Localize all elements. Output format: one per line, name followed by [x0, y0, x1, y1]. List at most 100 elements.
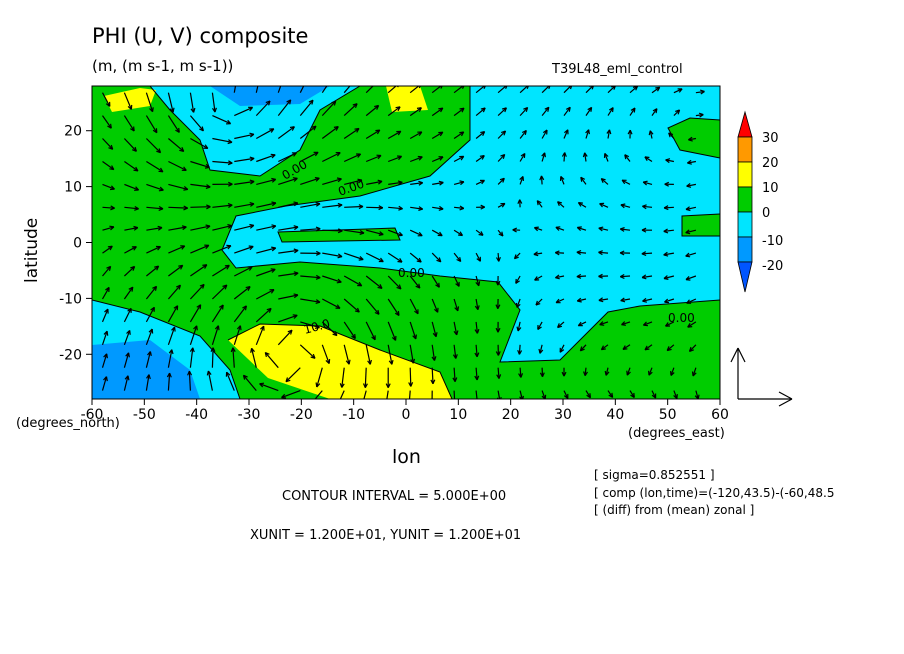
wind-vector	[585, 106, 593, 116]
wind-vector	[322, 252, 343, 259]
wind-vector	[189, 115, 204, 132]
wind-vector	[495, 275, 501, 286]
contour-interval-text: CONTOUR INTERVAL = 5.000E+00	[282, 489, 507, 504]
wind-vector	[123, 307, 132, 323]
x-tick-label: -20	[290, 407, 313, 423]
y-tick-label: 0	[73, 236, 82, 252]
wind-vector	[475, 252, 481, 262]
wind-vector	[476, 204, 485, 210]
wind-vector	[343, 321, 356, 340]
wind-vector	[600, 344, 609, 351]
field-yellow-south	[228, 324, 452, 399]
colorbar: 30 20 10 0 -10 -20	[737, 110, 783, 293]
wind-vector	[519, 86, 529, 94]
wind-vector	[688, 136, 697, 142]
wind-vector	[663, 205, 674, 211]
x-tick-label: 10	[449, 407, 467, 423]
wind-vector	[515, 275, 521, 284]
wind-vector	[146, 245, 161, 254]
wind-vector	[519, 129, 527, 139]
wind-vector	[663, 251, 675, 257]
wind-vector	[599, 202, 609, 208]
wind-vector	[234, 223, 255, 231]
wind-vector	[387, 155, 403, 163]
colorbar-segment	[737, 211, 753, 238]
wind-vector	[212, 181, 233, 187]
wind-vector	[343, 344, 351, 365]
wind-vector	[519, 106, 529, 117]
wind-vector	[648, 130, 654, 139]
wind-vector	[234, 106, 254, 117]
chart-units: (m, (m s-1, m s-1))	[92, 57, 234, 75]
wind-vector	[620, 297, 631, 303]
wind-vector	[431, 344, 437, 361]
wind-vector	[256, 177, 277, 185]
wind-vector	[322, 177, 342, 185]
wind-vector	[344, 204, 364, 210]
wind-vector	[453, 155, 465, 163]
wind-vector	[517, 344, 523, 355]
wind-vector	[321, 126, 339, 139]
wind-vector	[409, 86, 421, 94]
wind-vector	[189, 347, 195, 368]
wind-vector	[255, 86, 259, 93]
wind-vector	[146, 160, 164, 173]
wind-vector	[189, 283, 205, 300]
wind-vector	[124, 183, 140, 191]
wind-vector	[124, 246, 137, 254]
wind-vector	[166, 372, 172, 391]
wind-vector	[598, 297, 609, 303]
wind-vector	[278, 177, 298, 185]
wind-vector	[212, 160, 233, 166]
wind-vector	[189, 325, 198, 345]
wind-vector	[576, 273, 587, 279]
wind-vector	[496, 390, 502, 399]
wind-vector	[673, 390, 678, 399]
wind-vector	[453, 321, 459, 336]
wind-vector	[300, 201, 321, 208]
wind-vector	[233, 305, 247, 323]
wind-vector	[536, 200, 543, 208]
wind-vector	[168, 205, 188, 211]
wind-vector	[225, 371, 235, 391]
wind-vector	[123, 115, 135, 132]
wind-vector	[515, 298, 521, 308]
wind-vector	[299, 125, 317, 139]
wind-vector	[533, 251, 543, 257]
wind-vector	[102, 115, 112, 129]
wind-vector	[519, 175, 524, 185]
wind-vector	[212, 264, 230, 277]
wind-vector	[211, 92, 217, 113]
x-tick-label: 40	[606, 407, 624, 423]
wind-vector	[101, 353, 108, 368]
x-tick-label: 0	[402, 407, 411, 423]
wind-vector	[541, 106, 550, 116]
wind-vector	[651, 108, 658, 116]
wind-vector	[687, 321, 697, 328]
wind-vector	[145, 138, 162, 154]
wind-vector	[687, 159, 697, 165]
wind-vector	[259, 382, 279, 392]
wind-vector	[256, 128, 275, 140]
wind-vector	[190, 137, 209, 149]
wind-vector	[145, 285, 158, 300]
wind-vector	[475, 179, 485, 185]
wind-vector	[343, 298, 360, 313]
wind-vector	[321, 344, 331, 365]
wind-vector	[344, 178, 363, 185]
wind-vector	[497, 229, 504, 237]
wind-vector	[497, 107, 507, 117]
wind-vector	[102, 205, 115, 211]
wind-vector	[410, 180, 424, 186]
wind-vector	[475, 229, 484, 236]
wind-vector	[541, 129, 548, 139]
wind-vector	[167, 305, 179, 323]
wind-vector	[642, 321, 653, 327]
wind-vector	[299, 344, 316, 359]
wind-vector	[314, 390, 323, 399]
wind-vector	[519, 152, 526, 162]
x-tick-label: -30	[238, 407, 261, 423]
wind-vector	[344, 229, 365, 235]
wind-vector	[541, 152, 546, 162]
colorbar-label: 20	[762, 156, 779, 171]
